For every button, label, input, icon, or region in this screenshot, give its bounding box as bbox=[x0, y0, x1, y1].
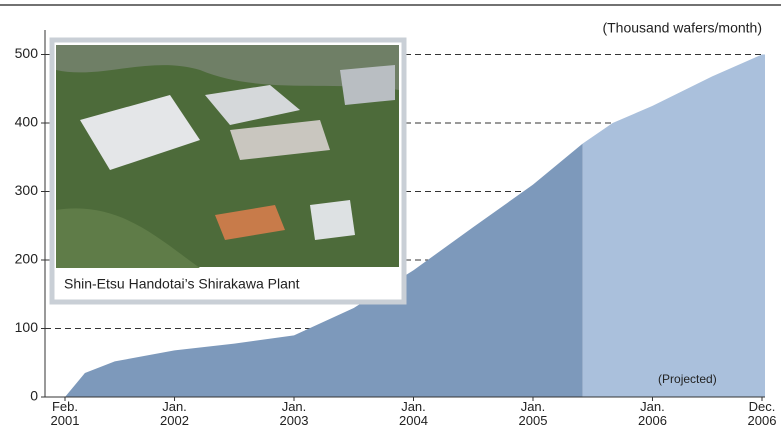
series-label: (Projected) bbox=[658, 372, 717, 386]
area bbox=[583, 55, 765, 398]
inset-caption: Shin-Etsu Handotai’s Shirakawa Plant bbox=[64, 276, 300, 292]
x-tick-label: Jan. 2002 bbox=[145, 400, 205, 428]
y-tick-label: 100 bbox=[15, 319, 39, 335]
y-tick-label: 500 bbox=[15, 45, 39, 61]
y-tick-label: 400 bbox=[15, 114, 39, 130]
chart: (Thousand wafers/month) (Projected) Shin… bbox=[0, 0, 781, 435]
y-tick-label: 300 bbox=[15, 182, 39, 198]
unit-label: (Thousand wafers/month) bbox=[602, 20, 762, 36]
x-tick-label: Jan. 2005 bbox=[503, 400, 563, 428]
x-tick-label: Jan. 2006 bbox=[622, 400, 682, 428]
x-tick-label: Feb. 2001 bbox=[35, 400, 95, 428]
x-tick-label: Dec. 2006 bbox=[732, 400, 781, 428]
chart-page: (Thousand wafers/month) (Projected) Shin… bbox=[0, 0, 781, 435]
x-tick-label: Jan. 2003 bbox=[264, 400, 324, 428]
x-tick-label: Jan. 2004 bbox=[384, 400, 444, 428]
y-tick-label: 200 bbox=[15, 251, 39, 267]
inset-photo: Shin-Etsu Handotai’s Shirakawa Plant bbox=[52, 40, 404, 302]
